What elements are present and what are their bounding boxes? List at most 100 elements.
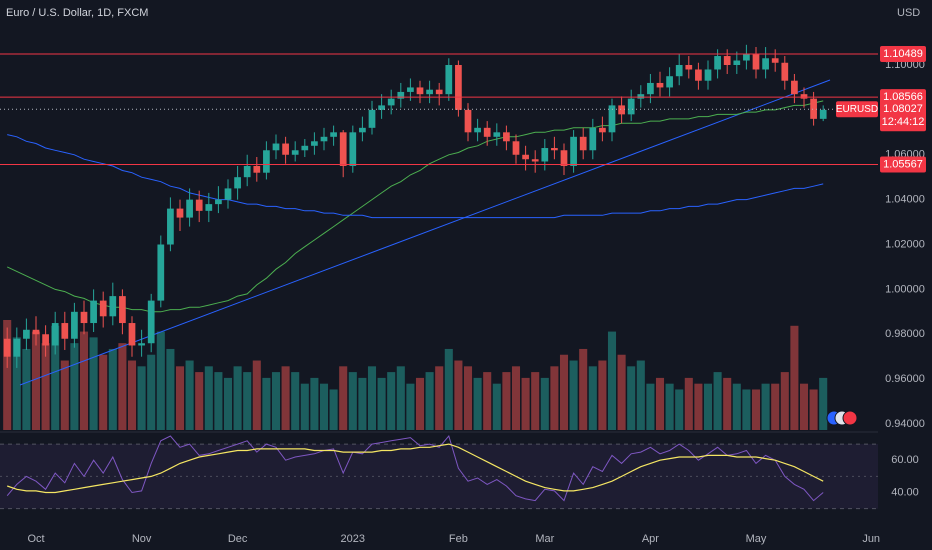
trendline bbox=[19, 79, 831, 386]
candle-body bbox=[109, 296, 117, 317]
volume-bar bbox=[675, 389, 684, 430]
line-layer bbox=[6, 100, 824, 502]
volume-bar bbox=[492, 383, 501, 430]
candle-body bbox=[752, 53, 760, 70]
volume-bar bbox=[348, 372, 357, 430]
y-tick-label: 1.00000 bbox=[885, 283, 925, 295]
event-icon bbox=[842, 410, 858, 426]
candle-body bbox=[90, 300, 97, 324]
volume-bar bbox=[127, 360, 137, 430]
candle-body bbox=[147, 300, 155, 344]
candle-body bbox=[320, 136, 328, 142]
volume-bar bbox=[771, 383, 780, 430]
candle-body bbox=[618, 105, 625, 115]
candle-body bbox=[378, 105, 385, 110]
volume-bar bbox=[454, 360, 463, 430]
volume-bar bbox=[22, 348, 31, 430]
candle-body bbox=[685, 65, 693, 70]
volume-bar bbox=[473, 377, 482, 430]
y-tick-label: 0.96000 bbox=[885, 373, 925, 385]
level-label: 1.05567 bbox=[883, 158, 923, 170]
candle-body bbox=[810, 98, 817, 119]
volume-bar bbox=[243, 372, 252, 430]
x-tick-label: Apr bbox=[642, 533, 659, 545]
candle-body bbox=[407, 87, 414, 92]
candle-body bbox=[215, 199, 222, 205]
candle-body bbox=[723, 56, 731, 66]
candle-body bbox=[474, 127, 481, 133]
candle-body bbox=[589, 127, 597, 151]
chart-title: Euro / U.S. Dollar, 1D, FXCM bbox=[6, 7, 148, 19]
candle-body bbox=[455, 65, 462, 110]
volume-bar bbox=[329, 389, 338, 430]
volume-bar bbox=[444, 348, 453, 430]
volume-layer bbox=[3, 320, 828, 430]
last-price-label: 1.08027 bbox=[883, 103, 923, 115]
volume-bar bbox=[79, 331, 89, 430]
volume-bar bbox=[550, 366, 559, 430]
candle-body bbox=[560, 150, 568, 166]
volume-bar bbox=[300, 383, 309, 430]
candle-body bbox=[733, 60, 741, 66]
volume-bar bbox=[761, 383, 770, 430]
volume-bar bbox=[214, 372, 223, 430]
x-tick-label: Feb bbox=[449, 533, 468, 545]
x-tick-label: May bbox=[746, 533, 767, 545]
candle-body bbox=[800, 94, 808, 99]
volume-bar bbox=[502, 372, 511, 430]
candle-body bbox=[311, 141, 318, 146]
y-tick-label: 0.94000 bbox=[885, 418, 925, 430]
candle-body bbox=[99, 300, 107, 317]
candle-body bbox=[791, 80, 798, 95]
candle-body bbox=[263, 150, 270, 173]
price-tag bbox=[880, 101, 926, 132]
volume-bar bbox=[435, 366, 444, 430]
volume-bar bbox=[483, 372, 492, 430]
candle-body bbox=[551, 148, 558, 151]
candle-body bbox=[157, 244, 165, 301]
volume-bar bbox=[588, 366, 597, 430]
candle-body bbox=[51, 323, 59, 346]
volume-bar bbox=[636, 360, 645, 430]
volume-bar bbox=[819, 377, 828, 430]
volume-bar bbox=[358, 377, 367, 430]
volume-bar bbox=[147, 354, 156, 430]
candle-body bbox=[282, 143, 289, 155]
volume-bar bbox=[166, 348, 175, 430]
candle-body bbox=[32, 329, 40, 335]
volume-bar bbox=[223, 377, 233, 430]
candle-body bbox=[666, 76, 673, 88]
candle-body bbox=[416, 87, 424, 95]
candle-body bbox=[483, 127, 491, 137]
volume-bar bbox=[511, 366, 521, 430]
candle-body bbox=[695, 69, 702, 81]
volume-bar bbox=[262, 377, 271, 430]
volume-bar bbox=[367, 366, 377, 430]
y-tick-label: 1.02000 bbox=[885, 238, 925, 250]
candle-body bbox=[570, 136, 577, 166]
countdown-label: 12:44:12 bbox=[882, 116, 925, 128]
candle-body bbox=[291, 150, 299, 155]
volume-bar bbox=[799, 383, 809, 430]
volume-bar bbox=[655, 377, 665, 430]
candle-body bbox=[349, 132, 357, 166]
volume-bar bbox=[281, 366, 290, 430]
volume-bar bbox=[703, 383, 713, 430]
candle-body bbox=[253, 165, 261, 173]
volume-bar bbox=[233, 366, 242, 430]
candle-body bbox=[339, 132, 347, 166]
volume-bar bbox=[396, 366, 405, 430]
candle-body bbox=[647, 82, 654, 95]
volume-bar bbox=[579, 348, 588, 430]
volume-bar bbox=[598, 360, 607, 430]
candle-body bbox=[675, 65, 683, 77]
candle-body bbox=[186, 199, 193, 218]
candle-body bbox=[42, 334, 49, 346]
candle-body bbox=[531, 159, 539, 162]
volume-bar bbox=[60, 360, 69, 430]
symbol-tag bbox=[836, 101, 878, 118]
volume-bar bbox=[742, 389, 751, 430]
candle-body bbox=[656, 82, 664, 88]
volume-bar bbox=[41, 343, 50, 430]
